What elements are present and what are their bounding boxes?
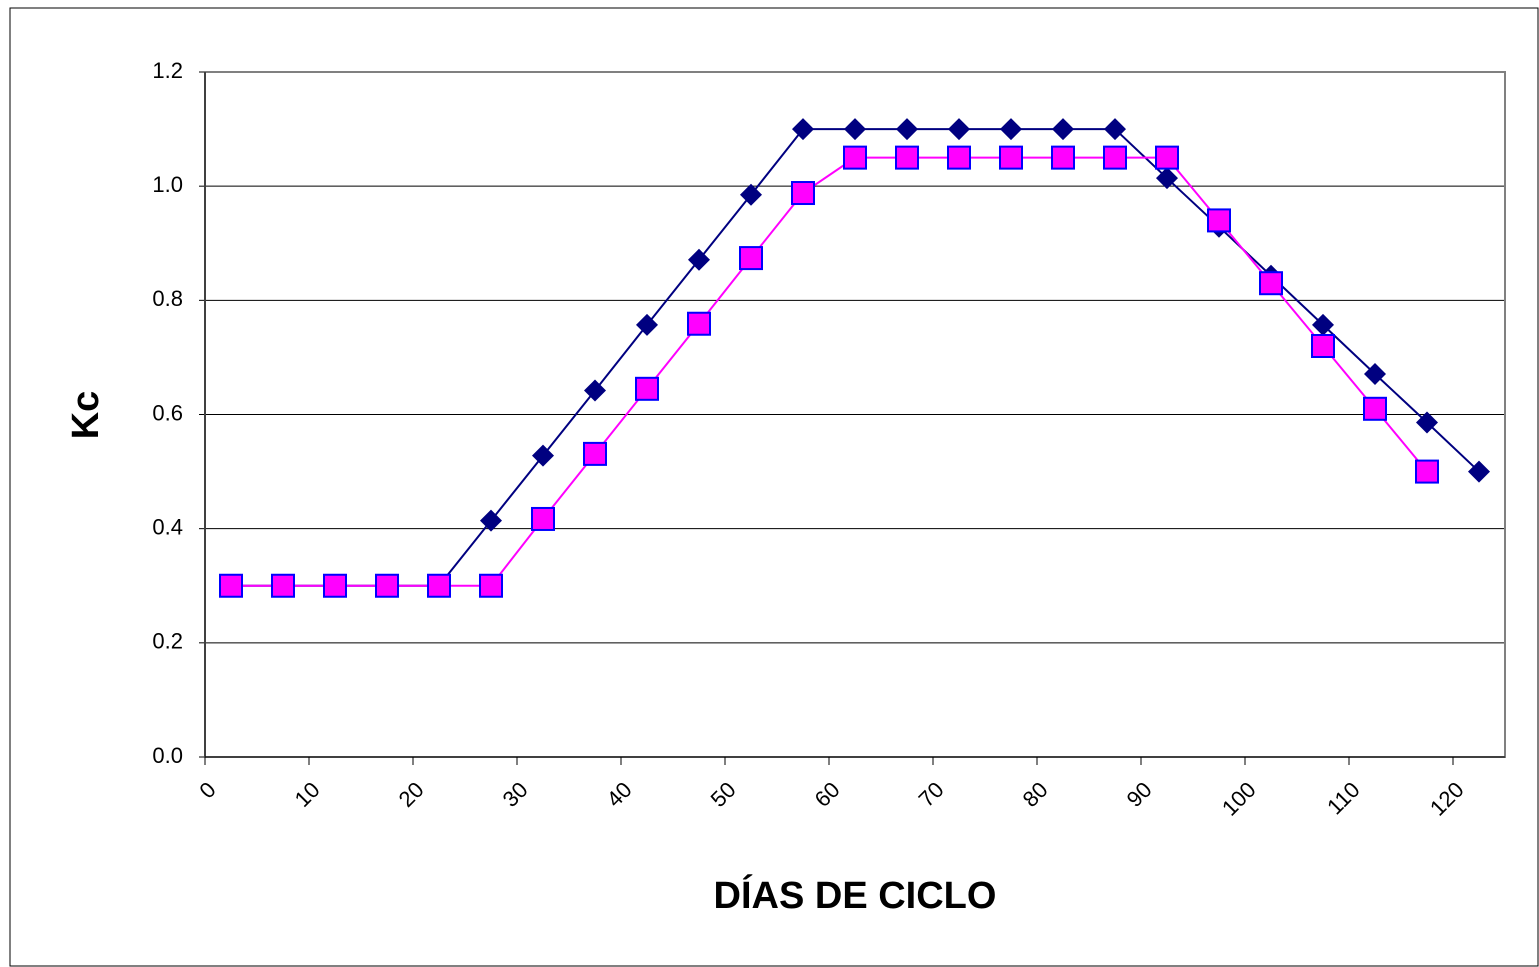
marker — [480, 509, 502, 532]
marker — [1364, 362, 1386, 385]
marker — [947, 145, 971, 170]
marker — [1468, 460, 1490, 483]
marker — [1051, 145, 1075, 170]
y-tick-label: 0.2 — [152, 629, 183, 654]
marker — [844, 118, 866, 141]
marker — [948, 118, 970, 141]
y-tick-label: 0.8 — [152, 286, 183, 311]
marker — [1207, 208, 1231, 233]
marker — [635, 376, 659, 401]
marker — [1156, 167, 1178, 190]
y-tick-label: 0.6 — [152, 400, 183, 425]
marker — [479, 573, 503, 598]
marker — [1259, 271, 1283, 296]
marker — [375, 573, 399, 598]
marker — [427, 573, 451, 598]
marker — [687, 311, 711, 336]
x-axis-label: DÍAS DE CICLO — [714, 873, 997, 917]
marker — [1363, 396, 1387, 421]
marker — [688, 248, 710, 271]
marker — [1155, 145, 1179, 170]
marker — [791, 181, 815, 206]
chart-frame — [9, 7, 1539, 967]
y-axis-label: Kc — [65, 391, 107, 440]
marker — [584, 379, 606, 402]
marker — [999, 145, 1023, 170]
marker — [219, 573, 243, 598]
marker — [1000, 118, 1022, 141]
marker — [1104, 118, 1126, 141]
marker — [583, 441, 607, 466]
marker — [271, 573, 295, 598]
marker — [843, 145, 867, 170]
marker — [1416, 411, 1438, 434]
y-tick-label: 0.0 — [152, 743, 183, 768]
marker — [636, 313, 658, 336]
marker — [895, 145, 919, 170]
y-tick-label: 0.4 — [152, 514, 183, 539]
marker — [1415, 459, 1439, 484]
marker — [740, 183, 762, 206]
marker — [532, 444, 554, 467]
marker — [896, 118, 918, 141]
y-tick-label: 1.2 — [152, 58, 183, 83]
marker — [1052, 118, 1074, 141]
marker — [1312, 313, 1334, 336]
marker — [531, 506, 555, 531]
y-tick-label: 1.0 — [152, 172, 183, 197]
marker — [323, 573, 347, 598]
marker — [739, 246, 763, 271]
marker — [1103, 145, 1127, 170]
marker — [792, 118, 814, 141]
marker — [1311, 334, 1335, 358]
